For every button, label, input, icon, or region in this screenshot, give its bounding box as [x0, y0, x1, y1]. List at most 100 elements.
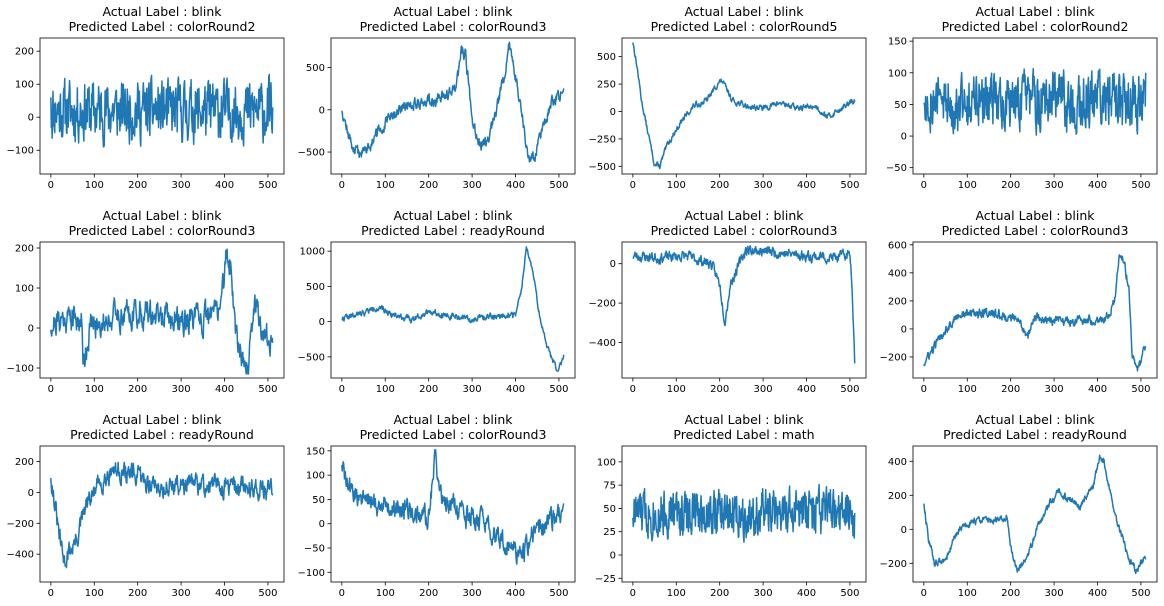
x-tick-label: 300	[463, 384, 482, 395]
y-tick-label: 100	[888, 68, 907, 79]
x-tick-label: 100	[667, 384, 686, 395]
x-tick-label: 400	[506, 384, 525, 395]
x-tick-label: 100	[667, 588, 686, 599]
x-tick-label: 500	[258, 180, 277, 191]
subplot-subtitle: Predicted Label : colorRound3	[942, 223, 1129, 238]
y-tick-label: 400	[888, 457, 907, 468]
axes-frame	[621, 445, 867, 583]
subplot-subtitle: Predicted Label : colorRound3	[360, 19, 547, 34]
y-tick-label: 500	[597, 52, 616, 63]
y-tick-label: 0	[28, 488, 34, 499]
series-line	[50, 73, 274, 148]
x-tick-label: 200	[419, 588, 438, 599]
y-tick-label: −25	[595, 574, 616, 585]
x-tick-label: 400	[215, 180, 234, 191]
y-tick-label: 0	[28, 324, 34, 335]
y-tick-label: 75	[603, 481, 616, 492]
y-tick-label: −500	[589, 162, 616, 173]
axes-frame	[330, 241, 576, 379]
x-tick-label: 200	[1001, 180, 1020, 191]
x-tick-label: 0	[339, 588, 345, 599]
x-tick-label: 400	[797, 384, 816, 395]
subplot-subtitle: Predicted Label : colorRound3	[360, 427, 547, 442]
x-tick-label: 100	[376, 384, 395, 395]
series-line	[50, 248, 274, 375]
x-tick-label: 0	[921, 180, 927, 191]
subplot-title: Actual Label : blink	[393, 412, 513, 427]
y-tick-label: 600	[888, 240, 907, 251]
y-tick-label: 400	[888, 268, 907, 279]
axes-frame	[621, 241, 867, 379]
subplot-title: Actual Label : blink	[102, 4, 222, 19]
x-tick-label: 300	[1045, 588, 1064, 599]
x-tick-label: 100	[958, 384, 977, 395]
axes-frame	[330, 445, 576, 583]
y-tick-label: 50	[894, 100, 907, 111]
x-tick-label: 300	[463, 588, 482, 599]
y-tick-label: 200	[15, 47, 34, 58]
series-line	[632, 42, 856, 170]
subplot-title: Actual Label : blink	[393, 4, 513, 19]
series-line	[341, 246, 565, 372]
axes-frame	[912, 37, 1158, 175]
x-tick-label: 300	[172, 180, 191, 191]
x-tick-label: 500	[258, 384, 277, 395]
subplot-subtitle: Predicted Label : readyRound	[943, 427, 1127, 442]
y-tick-label: 50	[312, 495, 325, 506]
x-tick-label: 200	[710, 180, 729, 191]
y-tick-label: −100	[7, 146, 34, 157]
axes-frame	[39, 445, 285, 583]
subplot-title: Actual Label : blink	[684, 4, 804, 19]
x-tick-label: 500	[1131, 384, 1150, 395]
y-tick-label: −250	[589, 134, 616, 145]
y-tick-label: 100	[306, 471, 325, 482]
x-tick-label: 500	[549, 384, 568, 395]
series-line	[632, 483, 856, 543]
x-tick-label: 400	[1088, 588, 1107, 599]
subplot-title: Actual Label : blink	[684, 208, 804, 223]
axes-frame	[912, 445, 1158, 583]
axes-frame	[621, 37, 867, 175]
x-tick-label: 100	[376, 588, 395, 599]
y-tick-label: 100	[597, 457, 616, 468]
subplot-title: Actual Label : blink	[102, 208, 222, 223]
series-line	[923, 454, 1147, 575]
x-tick-label: 0	[921, 588, 927, 599]
y-tick-label: 0	[901, 324, 907, 335]
x-tick-label: 500	[549, 180, 568, 191]
y-tick-label: 500	[306, 282, 325, 293]
y-tick-label: 0	[610, 550, 616, 561]
x-tick-label: 300	[172, 384, 191, 395]
x-tick-label: 500	[840, 588, 859, 599]
subplot-subtitle: Predicted Label : math	[673, 427, 814, 442]
y-tick-label: 100	[15, 284, 34, 295]
x-tick-label: 0	[48, 588, 54, 599]
subplot-title: Actual Label : blink	[684, 412, 804, 427]
y-tick-label: 200	[15, 457, 34, 468]
subplot-title: Actual Label : blink	[975, 4, 1095, 19]
y-tick-label: 0	[610, 107, 616, 118]
x-tick-label: 300	[463, 180, 482, 191]
x-tick-label: 0	[339, 180, 345, 191]
y-tick-label: 0	[319, 519, 325, 530]
y-tick-label: 100	[15, 80, 34, 91]
axes-frame	[330, 37, 576, 175]
x-tick-label: 100	[667, 180, 686, 191]
series-line	[923, 254, 1147, 372]
x-tick-label: 300	[754, 180, 773, 191]
x-tick-label: 100	[85, 384, 104, 395]
x-tick-label: 300	[1045, 180, 1064, 191]
x-tick-label: 200	[1001, 588, 1020, 599]
x-tick-label: 0	[48, 384, 54, 395]
x-tick-label: 500	[549, 588, 568, 599]
x-tick-label: 0	[48, 180, 54, 191]
x-tick-label: 100	[958, 180, 977, 191]
